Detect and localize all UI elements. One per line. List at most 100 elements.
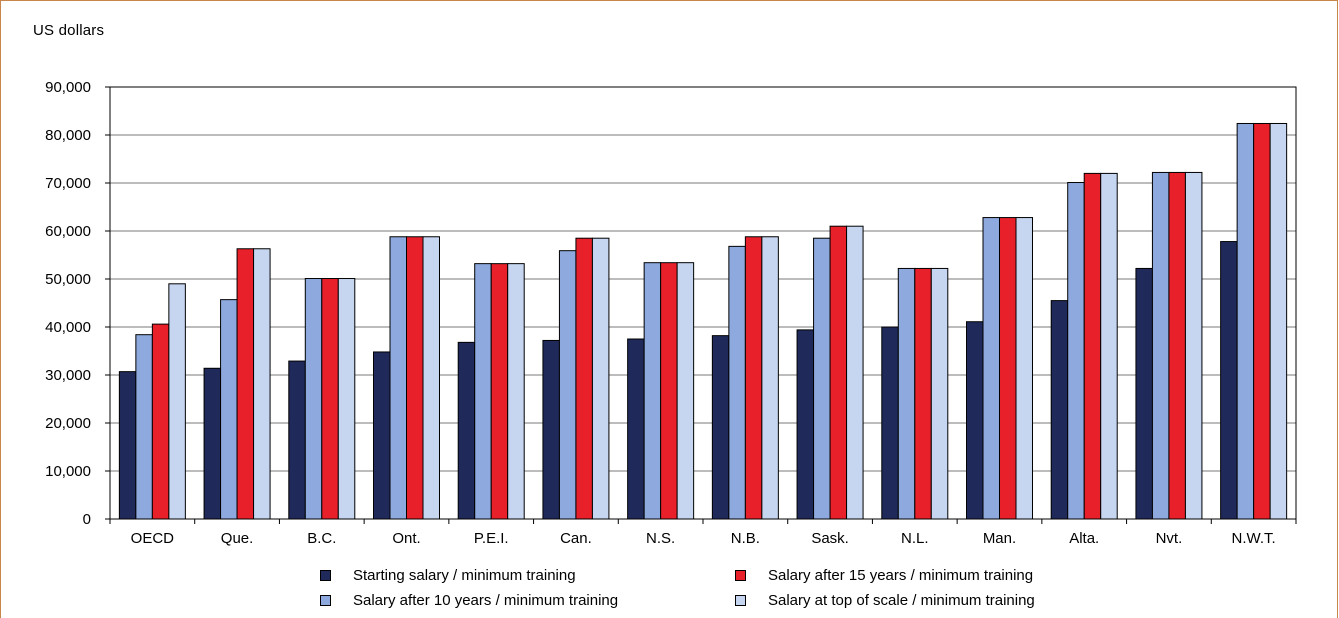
x-tick-label: Can. <box>560 530 592 547</box>
bar <box>236 248 255 520</box>
legend-item-salary-10-years: Salary after 10 years / minimum training <box>320 592 618 609</box>
bar <box>406 236 424 520</box>
bar <box>118 371 137 520</box>
y-tick-label: 80,000 <box>45 127 91 144</box>
bar <box>728 245 746 520</box>
plot-border <box>109 86 1297 520</box>
plot-area <box>109 86 1297 520</box>
bar <box>507 263 525 520</box>
x-tick-label: B.C. <box>307 530 336 547</box>
bar <box>220 299 238 520</box>
legend-item-top-of-scale: Salary at top of scale / minimum trainin… <box>735 592 1035 609</box>
bar <box>1168 171 1186 520</box>
bar <box>1015 217 1033 520</box>
bar <box>151 323 170 520</box>
bar <box>558 250 577 520</box>
bar <box>930 267 949 520</box>
bar <box>591 237 610 520</box>
legend-item-starting-salary: Starting salary / minimum training <box>320 567 576 584</box>
bars <box>118 122 1288 520</box>
y-tick-label: 10,000 <box>45 463 91 480</box>
legend-swatch <box>320 595 331 606</box>
bar <box>321 278 339 520</box>
y-tick-label: 20,000 <box>45 415 91 432</box>
x-tick-label: Nvt. <box>1156 530 1183 547</box>
x-tick-label: N.S. <box>646 530 675 547</box>
bar <box>1236 122 1255 520</box>
bar <box>813 237 831 520</box>
bar <box>373 351 391 520</box>
bar <box>135 334 153 520</box>
legend: Starting salary / minimum training Salar… <box>320 567 1140 613</box>
y-axis-ticks: 0 10,000 20,000 30,000 40,000 50,000 60,000 70,… <box>45 79 110 528</box>
bar <box>897 267 916 520</box>
x-tick-label: OECD <box>131 530 175 547</box>
bar <box>1135 267 1153 520</box>
bar <box>575 237 593 520</box>
x-tick-label: N.L. <box>901 530 929 547</box>
bar <box>829 225 848 520</box>
y-tick-label: 50,000 <box>45 271 91 288</box>
bar <box>796 329 815 520</box>
bar <box>490 263 509 520</box>
bar <box>660 262 678 520</box>
bar <box>999 217 1017 520</box>
legend-item-salary-15-years: Salary after 15 years / minimum training <box>735 567 1033 584</box>
legend-label: Starting salary / minimum training <box>353 567 576 584</box>
bar <box>1184 171 1203 520</box>
y-tick-label: 0 <box>83 511 91 528</box>
bar <box>253 248 271 520</box>
x-tick-label: Sask. <box>811 530 849 547</box>
legend-label: Salary after 15 years / minimum training <box>768 567 1034 584</box>
bar <box>337 278 356 520</box>
legend-label: Salary at top of scale / minimum trainin… <box>768 592 1035 609</box>
legend-swatch <box>320 570 331 581</box>
x-tick-label: N.B. <box>731 530 760 547</box>
bar <box>1269 122 1288 520</box>
y-tick-label: 40,000 <box>45 319 91 336</box>
bar <box>1083 172 1102 520</box>
bar <box>168 283 186 520</box>
bar <box>982 217 1000 520</box>
bar <box>1253 122 1271 520</box>
bar <box>288 360 306 520</box>
bar <box>1220 241 1238 520</box>
x-tick-label: Man. <box>983 530 1016 547</box>
bar <box>627 338 645 520</box>
x-tick-label: P.E.I. <box>474 530 509 547</box>
bar <box>389 236 407 520</box>
x-tick-label: Que. <box>221 530 254 547</box>
bar <box>1151 171 1170 520</box>
legend-label: Salary after 10 years / minimum training <box>353 592 619 609</box>
y-tick-label: 70,000 <box>45 175 91 192</box>
bar <box>676 262 695 520</box>
bar <box>304 278 323 520</box>
bar <box>914 267 932 520</box>
bar <box>457 341 476 520</box>
bar <box>761 236 779 520</box>
x-tick-label: Ont. <box>392 530 420 547</box>
bar <box>643 262 662 520</box>
x-tick-label: Alta. <box>1069 530 1099 547</box>
bar <box>1100 172 1118 520</box>
legend-swatch <box>735 595 746 606</box>
bar <box>744 236 763 520</box>
bar <box>1050 300 1069 520</box>
bar <box>1067 182 1085 520</box>
bar <box>203 367 222 520</box>
y-tick-label: 60,000 <box>45 223 91 240</box>
legend-swatch <box>735 570 746 581</box>
bar <box>422 236 440 520</box>
x-axis-ticks: OECD Que. B.C. Ont. P.E.I. Can. N.S. N.B. Sask. N… <box>109 519 1297 547</box>
bar <box>474 263 492 520</box>
y-axis-unit-label: US dollars <box>33 22 105 39</box>
y-tick-label: 90,000 <box>45 79 91 96</box>
gridlines <box>110 134 1296 472</box>
x-tick-label: N.W.T. <box>1232 530 1276 547</box>
bar <box>966 321 984 520</box>
bar <box>542 339 560 520</box>
bar <box>711 335 730 520</box>
y-tick-label: 30,000 <box>45 367 91 384</box>
